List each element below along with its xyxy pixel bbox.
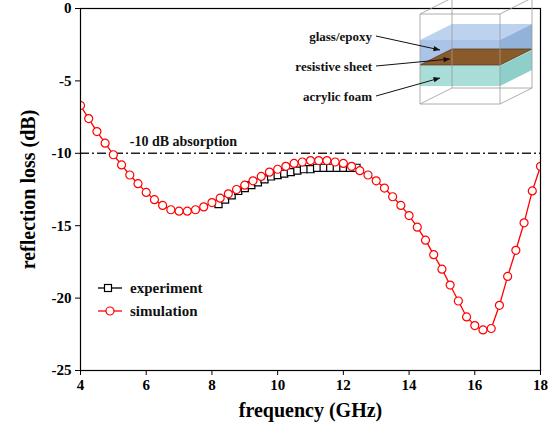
svg-text:14: 14	[402, 377, 418, 393]
svg-text:acrylic foam: acrylic foam	[303, 89, 372, 104]
svg-text:12: 12	[336, 377, 351, 393]
svg-text:reflection loss (dB): reflection loss (dB)	[17, 110, 40, 270]
svg-text:0: 0	[64, 0, 72, 16]
svg-text:-10: -10	[52, 145, 72, 161]
svg-text:4: 4	[77, 377, 85, 393]
svg-text:simulation: simulation	[130, 303, 198, 319]
svg-text:frequency (GHz): frequency (GHz)	[239, 399, 383, 422]
svg-text:-10 dB absorption: -10 dB absorption	[130, 134, 238, 149]
svg-text:resistive sheet: resistive sheet	[295, 59, 372, 74]
svg-text:16: 16	[467, 377, 483, 393]
svg-text:glass/epoxy: glass/epoxy	[309, 29, 372, 44]
svg-text:-5: -5	[59, 73, 72, 89]
svg-text:-20: -20	[52, 290, 72, 306]
svg-text:10: 10	[270, 377, 285, 393]
svg-text:6: 6	[142, 377, 150, 393]
svg-text:experiment: experiment	[130, 280, 202, 296]
svg-text:-15: -15	[52, 218, 72, 234]
svg-text:-25: -25	[52, 362, 72, 378]
svg-text:8: 8	[208, 377, 216, 393]
svg-text:18: 18	[533, 377, 548, 393]
